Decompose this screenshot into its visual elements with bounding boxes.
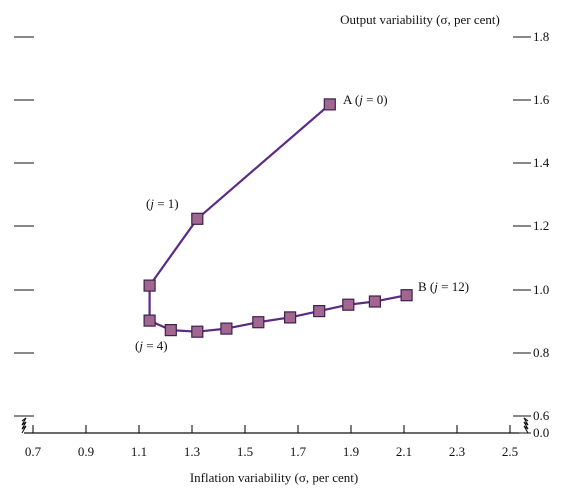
series-point-12 [368,295,381,308]
y-tick-label-1-4: 1.4 [533,155,550,170]
x-axis-label: Inflation variability (σ, per cent) [190,470,358,485]
annotation-j4: (j = 4) [135,338,168,353]
x-tick-label-2-5: 2.5 [502,444,518,459]
y-tick-label-1-2: 1.2 [533,218,549,233]
y-axis-break-mark [523,417,529,434]
x-tick-label-1-9: 1.9 [343,444,359,459]
series-point-5 [164,324,177,337]
series-point-9 [284,311,297,324]
x-tick-label-1-1: 1.1 [131,444,147,459]
annotation-b: B (j = 12) [418,279,469,294]
series-point-6 [191,325,204,338]
x-tick-label-1-5: 1.5 [237,444,253,459]
series-point-10 [313,305,326,318]
series-point-1 [323,98,336,111]
x-axis-break-mark [21,417,27,434]
x-tick-label-1-7: 1.7 [290,444,307,459]
series-point-11 [342,298,355,311]
series-point-13 [400,289,413,302]
x-tick-label-0-7: 0.7 [25,444,42,459]
annotation-j1: (j = 1) [146,196,179,211]
y-tick-label-0-0: 0.0 [533,425,549,440]
x-tick-label-0-9: 0.9 [78,444,94,459]
x-tick-label-2-1: 2.1 [396,444,412,459]
x-tick-label-1-3: 1.3 [184,444,200,459]
series-point-3 [143,279,156,292]
y-tick-label-0-6: 0.6 [533,408,550,423]
series-point-4 [143,314,156,327]
y-tick-label-1-6: 1.6 [533,92,550,107]
series-point-7 [220,322,233,335]
plot-area: Output variability (σ, per cent) Inflati… [14,12,550,485]
annotation-a: A (j = 0) [343,92,388,107]
series-line [148,103,408,333]
series-point-8 [252,316,265,329]
series-point-2 [191,212,204,225]
y-tick-label-1-0: 1.0 [533,282,549,297]
y-tick-label-1-8: 1.8 [533,29,549,44]
y-axis-label: Output variability (σ, per cent) [340,12,500,27]
y-tick-label-0-8: 0.8 [533,345,549,360]
x-tick-label-2-3: 2.3 [449,444,465,459]
